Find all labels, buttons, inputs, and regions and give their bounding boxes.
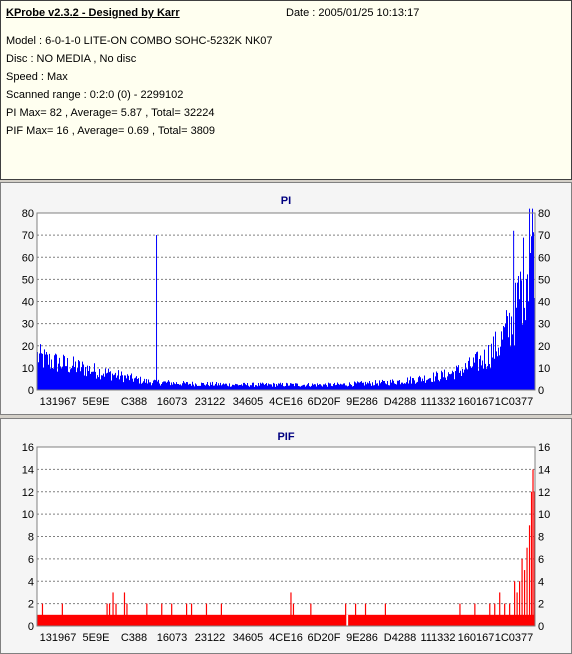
y-tick-label-left: 70: [22, 230, 34, 242]
y-tick-label-right: 4: [538, 576, 544, 588]
y-tick-label-left: 10: [22, 509, 34, 521]
pi-chart: PI 0 0 10 10 20 20 30 30 40 40 50 50 60 60 70 70 80 80 1319…: [22, 195, 551, 408]
y-tick-label-right: 80: [538, 208, 550, 220]
y-tick-label-left: 50: [22, 274, 34, 286]
y-tick-label-right: 12: [538, 487, 550, 499]
x-tick-label: D4288: [384, 632, 416, 644]
plot-frame: [36, 212, 536, 391]
x-tick-label: 34605: [233, 632, 264, 644]
y-tick-label-right: 40: [538, 297, 550, 309]
x-tick-label: 9E286: [346, 632, 378, 644]
y-tick-label-right: 6: [538, 554, 544, 566]
y-tick-label-right: 30: [538, 319, 550, 331]
y-tick-label-left: 40: [22, 297, 34, 309]
x-tick-label: 6D20F: [307, 632, 340, 644]
x-tick-label: 4CE16: [269, 632, 303, 644]
pif-stats-line: PIF Max= 16 , Average= 0.69 , Total= 380…: [6, 125, 216, 137]
x-tick-label: 9E286: [346, 396, 378, 408]
model-line: Model : 6-0-1-0 LITE-ON COMBO SOHC-5232K…: [6, 35, 273, 47]
x-tick-label: 131967: [40, 396, 77, 408]
x-tick-label: C388: [121, 396, 147, 408]
app-title: KProbe v2.3.2 - Designed by Karr: [6, 7, 180, 19]
scanned-range-line: Scanned range : 0:2:0 (0) - 2299102: [6, 89, 184, 101]
y-tick-label-left: 16: [22, 442, 34, 454]
y-tick-label-left: 8: [28, 532, 34, 544]
x-tick-label: 5E9E: [83, 632, 110, 644]
plot-frame: [36, 446, 536, 627]
x-tick-label: 111332: [420, 396, 455, 408]
pif-chart: PIF 0 0 2 2 4 4 6 6 8 8 10 10 12 12 14 14 16 16 131967 5E9E C…: [22, 431, 551, 644]
y-tick-label-right: 8: [538, 532, 544, 544]
x-tick-label: 1C0377: [495, 632, 534, 644]
y-tick-label-right: 0: [538, 385, 544, 397]
x-tick-label: 6D20F: [307, 396, 340, 408]
y-tick-label-right: 14: [538, 464, 550, 476]
y-tick-label-right: 10: [538, 363, 550, 375]
x-tick-label: C388: [121, 632, 147, 644]
y-tick-label-left: 2: [28, 599, 34, 611]
x-tick-label: 5E9E: [83, 396, 110, 408]
x-tick-label: 131967: [40, 632, 77, 644]
x-tick-label: 16073: [157, 396, 188, 408]
y-tick-label-left: 20: [22, 341, 34, 353]
y-tick-label-right: 2: [538, 599, 544, 611]
x-tick-label: 23122: [195, 396, 226, 408]
y-tick-label-left: 30: [22, 319, 34, 331]
y-tick-label-right: 0: [538, 621, 544, 633]
info-panel: KProbe v2.3.2 - Designed by Karr Date : …: [0, 0, 572, 180]
pif-chart-panel: PIF 0 0 2 2 4 4 6 6 8 8 10 10 12 12 14 14 16 16 131967 5E9E C…: [0, 418, 572, 654]
y-tick-label-right: 16: [538, 442, 550, 454]
pi-stats-line: PI Max= 82 , Average= 5.87 , Total= 3222…: [6, 107, 215, 119]
y-tick-label-right: 10: [538, 509, 550, 521]
chart-title: PI: [281, 195, 291, 207]
y-tick-label-right: 20: [538, 341, 550, 353]
y-tick-label-left: 10: [22, 363, 34, 375]
y-tick-label-right: 50: [538, 274, 550, 286]
y-tick-label-left: 14: [22, 464, 34, 476]
x-tick-label: 34605: [233, 396, 264, 408]
x-tick-label: D4288: [384, 396, 416, 408]
y-tick-label-left: 12: [22, 487, 34, 499]
y-tick-label-left: 60: [22, 252, 34, 264]
y-tick-label-left: 4: [28, 576, 34, 588]
pi-chart-panel: PI 0 0 10 10 20 20 30 30 40 40 50 50 60 60 70 70 80 80 1319…: [0, 182, 572, 415]
y-tick-label-left: 0: [28, 621, 34, 633]
y-tick-label-right: 70: [538, 230, 550, 242]
x-tick-label: 160167: [458, 632, 495, 644]
x-tick-label: 1C0377: [495, 396, 534, 408]
x-tick-label: 23122: [195, 632, 226, 644]
y-tick-label-left: 6: [28, 554, 34, 566]
x-tick-label: 111332: [420, 632, 455, 644]
pif-gap: [346, 614, 349, 626]
speed-line: Speed : Max: [6, 71, 68, 83]
disc-line: Disc : NO MEDIA , No disc: [6, 53, 137, 65]
x-tick-label: 16073: [157, 632, 188, 644]
y-tick-label-left: 0: [28, 385, 34, 397]
scan-date: Date : 2005/01/25 10:13:17: [286, 7, 420, 19]
y-tick-label-right: 60: [538, 252, 550, 264]
pif-baseline: [37, 614, 535, 626]
x-tick-label: 160167: [458, 396, 495, 408]
chart-title: PIF: [277, 431, 294, 443]
y-tick-label-left: 80: [22, 208, 34, 220]
x-tick-label: 4CE16: [269, 396, 303, 408]
